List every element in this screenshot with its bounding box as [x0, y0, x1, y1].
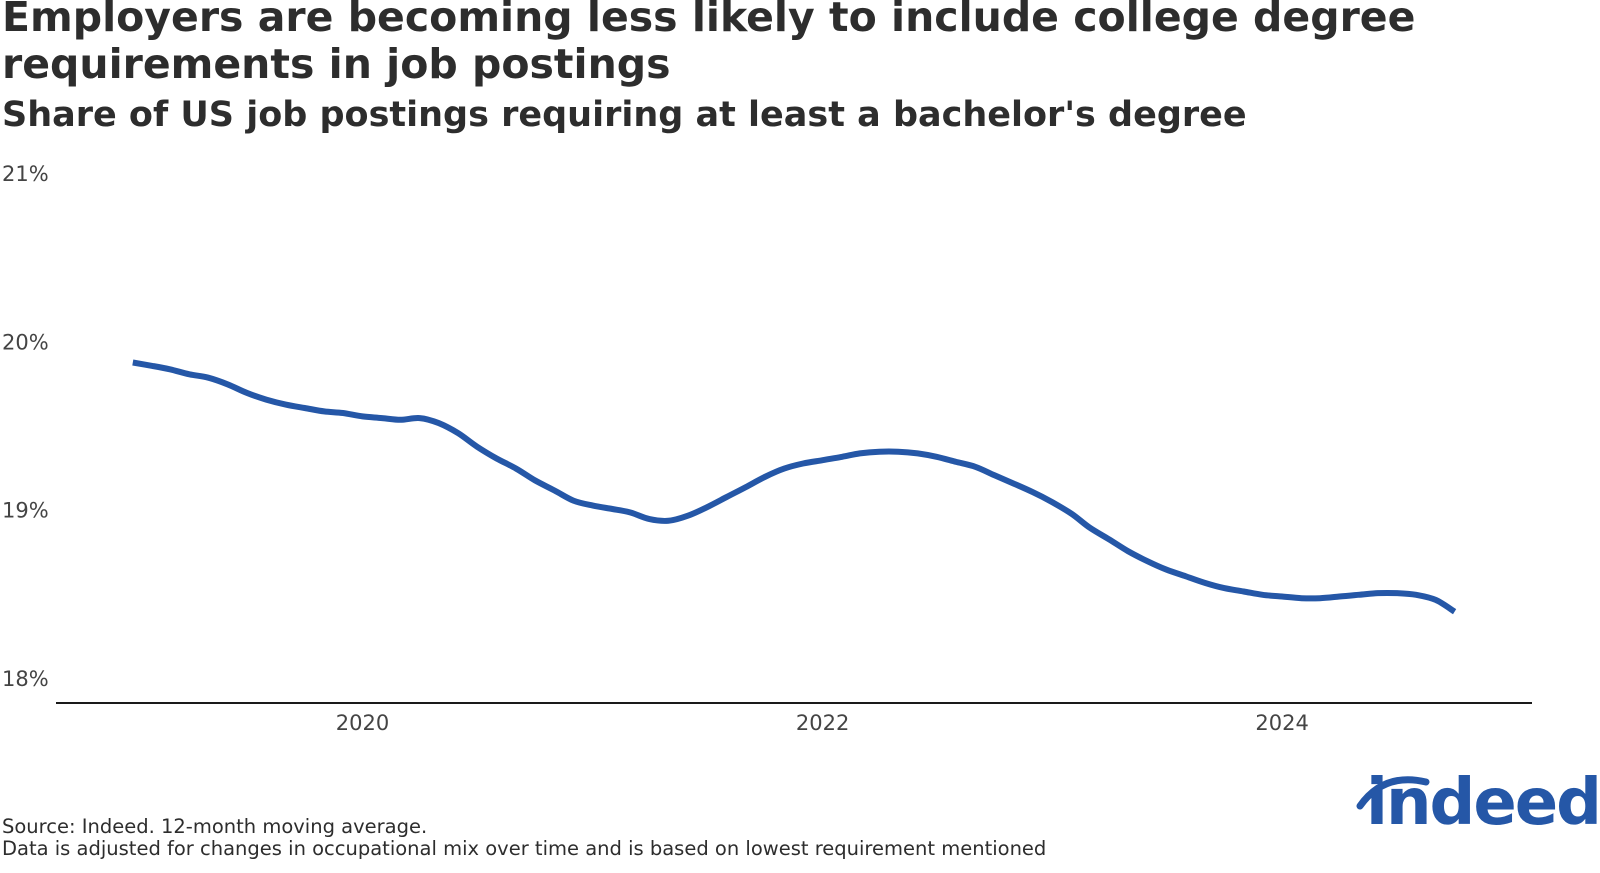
series-line: [132, 359, 1457, 615]
x-tick-label: 2024: [1255, 711, 1308, 735]
chart-subtitle: Share of US job postings requiring at le…: [2, 95, 1247, 135]
x-tick-label: 2020: [336, 711, 389, 735]
logo-wordmark: indeed: [1366, 766, 1600, 840]
y-tick-label: 19%: [2, 499, 49, 523]
methodology-note: Data is adjusted for changes in occupati…: [2, 837, 1047, 860]
x-axis: 2020 2022 2024: [336, 711, 1309, 735]
source-note: Source: Indeed. 12-month moving average.: [2, 815, 428, 838]
indeed-logo: indeed: [1354, 766, 1600, 856]
series-layer: [132, 359, 1457, 615]
chart-title: Employers are becoming less likely to in…: [2, 0, 1416, 88]
y-axis: 18% 19% 20% 21%: [2, 162, 49, 691]
y-tick-label: 21%: [2, 162, 49, 186]
logo-arc-icon: [1356, 776, 1430, 810]
x-tick-label: 2022: [796, 711, 849, 735]
y-tick-label: 20%: [2, 330, 49, 354]
line-chart: 18% 19% 20% 21% 2020 2022 2024: [2, 162, 1532, 735]
y-tick-label: 18%: [2, 667, 49, 691]
